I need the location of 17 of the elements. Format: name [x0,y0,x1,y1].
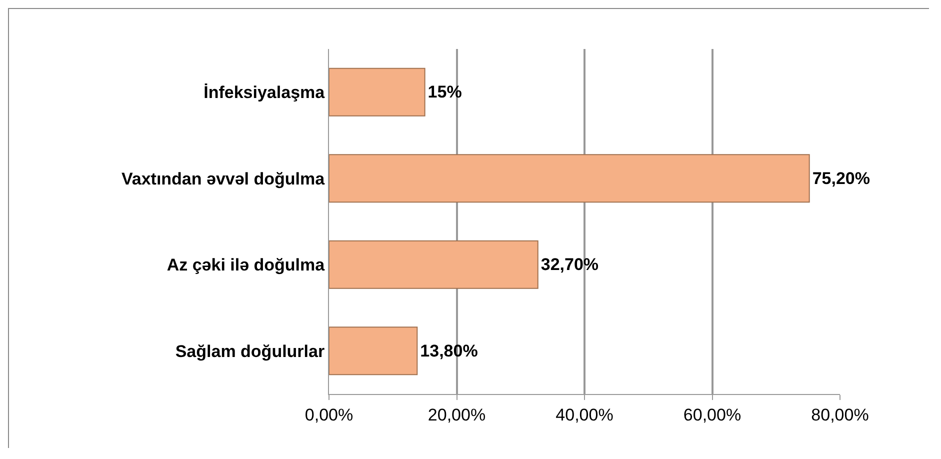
data-label: 13,80% [420,341,478,360]
y-tick-label: Vaxtından əvvəl doğulma [121,169,326,188]
y-tick-label: Az çəki ilə doğulma [166,256,326,275]
bar [329,68,426,116]
x-tick-label: 40,00% [556,405,614,424]
y-tick-label: Sağlam doğulurlar [175,342,325,361]
bar [329,154,810,203]
x-tick-label: 80,00% [811,405,869,424]
x-tick-label: 20,00% [428,405,486,424]
bar [329,240,538,289]
x-tick-label: 0,00% [304,405,354,424]
x-tick-label: 60,00% [683,405,742,424]
y-tick-label: İnfeksiyalaşma [204,83,326,102]
data-label: 75,20% [812,168,870,188]
data-label: 15% [428,82,462,102]
bar [329,326,418,376]
data-label: 32,70% [540,255,599,274]
